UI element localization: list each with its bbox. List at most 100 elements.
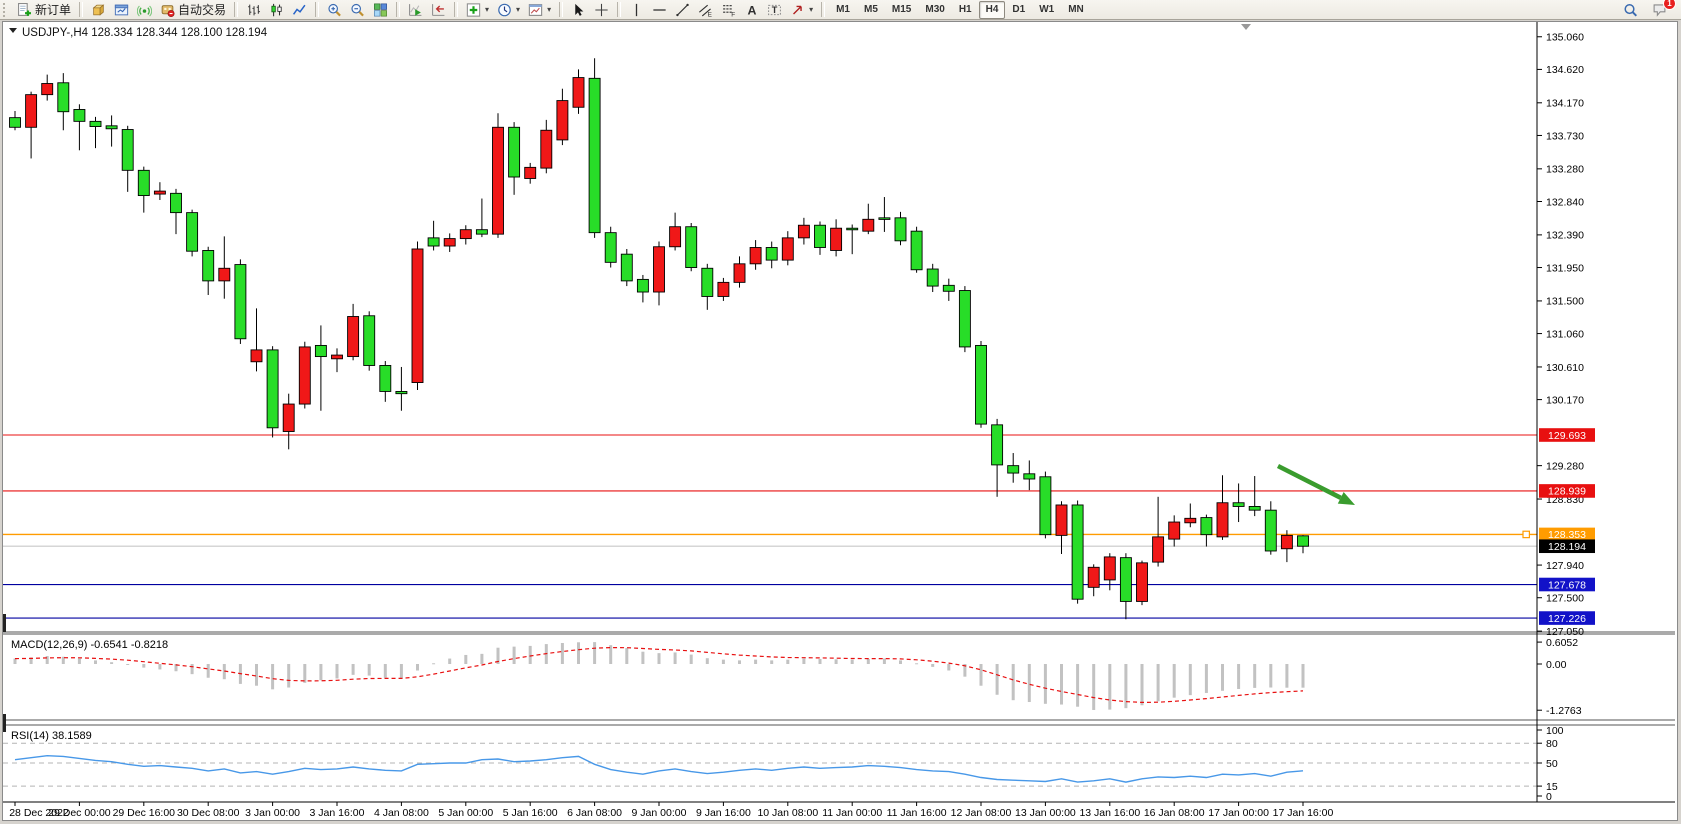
price-tick-label: 129.280	[1546, 460, 1584, 472]
candle-body	[1039, 476, 1052, 536]
price-label: 128.939	[1548, 486, 1586, 498]
candle-body	[1152, 536, 1165, 563]
toolbar-text-button[interactable]: A	[740, 0, 763, 19]
macd-bar	[1027, 664, 1031, 703]
time-tick-label: 13 Jan 00:00	[1015, 807, 1076, 818]
toolbar-data-window-button[interactable]	[110, 0, 133, 19]
trend-arrow-head[interactable]	[1337, 491, 1355, 505]
chart-window[interactable]: USDJPY-,H4 128.334 128.344 128.100 128.1…	[2, 21, 1678, 821]
chart-background	[3, 22, 1675, 818]
macd-pane: MACD(12,26,9) -0.6541 -0.8218	[11, 639, 1305, 710]
candle-body	[73, 109, 86, 122]
candle-body	[1136, 562, 1148, 602]
toolbar-periods-button[interactable]: ▾	[493, 0, 524, 19]
candle-body	[105, 125, 118, 130]
macd-bar	[77, 658, 81, 664]
toolbar-zoom-in-button[interactable]	[323, 0, 346, 19]
toolbar-chat-button[interactable]: 1	[1648, 0, 1676, 19]
pane-resize-grip[interactable]	[3, 614, 6, 632]
price-tick-label: 131.060	[1546, 328, 1584, 340]
toolbar-candlestick-chart-button[interactable]	[265, 0, 288, 19]
price-tick-label: 130.170	[1546, 394, 1584, 406]
price-tick-label: 133.280	[1546, 164, 1584, 176]
price-label: 128.353	[1548, 529, 1586, 541]
toolbar-templates-button[interactable]: ▾	[524, 0, 555, 19]
candle-body	[781, 237, 794, 261]
candle-body	[830, 227, 843, 251]
chevron-down-icon[interactable]: ▾	[547, 5, 552, 14]
timeframe-h4-button[interactable]: H4	[978, 0, 1006, 19]
candle-body	[266, 349, 279, 429]
trend-arrow[interactable]	[1276, 463, 1342, 500]
toolbar-auto-scroll-button[interactable]	[404, 0, 427, 19]
hline-handle[interactable]	[1522, 530, 1531, 539]
macd-bar	[866, 658, 870, 664]
toolbar-equidistant-channel-button[interactable]: E	[694, 0, 717, 19]
timeframe-d1-button[interactable]: D1	[1012, 3, 1026, 15]
toolbar-fibonacci-button[interactable]: F	[717, 0, 740, 19]
toolbar-indicators-button[interactable]: ▾	[462, 0, 493, 19]
macd-bar	[399, 664, 403, 679]
macd-bar	[770, 660, 774, 664]
symbol-dropdown-icon[interactable]	[9, 28, 17, 33]
toolbar-tile-windows-button[interactable]	[369, 0, 392, 19]
timeframe-m15-button[interactable]: M15	[891, 3, 912, 15]
equidistant-channel-icon: E	[698, 3, 713, 17]
macd-bar	[1253, 664, 1257, 688]
candle-body	[170, 192, 182, 214]
timeframe-mn-button[interactable]: MN	[1068, 3, 1084, 15]
toolbar-auto-trading-button[interactable]: 自动交易	[156, 0, 230, 19]
macd-bar	[818, 658, 822, 664]
toolbar-trendline-button[interactable]	[671, 0, 694, 19]
macd-bar	[1301, 664, 1305, 688]
time-tick-label: 28 Dec 2022	[9, 807, 69, 818]
time-tick-label: 10 Jan 08:00	[757, 807, 818, 818]
toolbar-grip[interactable]	[3, 2, 10, 17]
timeframe-m5-button[interactable]: M5	[864, 3, 878, 15]
toolbar-search-button[interactable]	[1619, 0, 1642, 19]
candle-body	[57, 82, 70, 113]
chevron-down-icon[interactable]: ▾	[809, 5, 814, 14]
toolbar-zoom-out-button[interactable]	[346, 0, 369, 19]
timeframe-h1-button[interactable]: H1	[958, 3, 972, 15]
candle-body	[588, 77, 601, 234]
toolbar-cursor-button[interactable]	[567, 0, 590, 19]
candle-body	[1168, 521, 1181, 540]
chevron-down-icon[interactable]: ▾	[516, 5, 521, 14]
time-tick-label: 11 Jan 16:00	[887, 807, 947, 818]
price-tick-label: 131.950	[1546, 262, 1584, 274]
toolbar-market-watch-button[interactable]	[87, 0, 110, 19]
signal-icon	[137, 3, 153, 17]
candle-body	[717, 281, 730, 297]
toolbar-chart-shift-button[interactable]	[427, 0, 450, 19]
timeframe-w1-button[interactable]: W1	[1039, 3, 1055, 15]
macd-bar	[915, 663, 919, 665]
macd-bar	[206, 664, 210, 678]
toolbar-text-label-button[interactable]: T	[763, 0, 786, 19]
macd-bar	[1156, 664, 1160, 702]
time-tick-label: 5 Jan 00:00	[438, 807, 493, 818]
macd-bar	[448, 658, 452, 664]
toolbar-horizontal-line-button[interactable]	[648, 0, 671, 19]
toolbar-vertical-line-button[interactable]	[625, 0, 648, 19]
candle-body	[1264, 509, 1277, 552]
toolbar-crosshair-button[interactable]	[590, 0, 613, 19]
price-chart[interactable]: USDJPY-,H4 128.334 128.344 128.100 128.1…	[3, 22, 1675, 818]
chart-shift-marker[interactable]	[1241, 24, 1251, 30]
candles-layer	[9, 58, 1309, 620]
macd-bar	[432, 663, 436, 665]
toolbar-ohlc-bars-button[interactable]	[242, 0, 265, 19]
time-tick-label: 16 Jan 08:00	[1144, 807, 1205, 818]
timeframe-m1-button[interactable]: M1	[836, 3, 850, 15]
toolbar-new-order-button[interactable]: 新订单	[13, 0, 75, 19]
toolbar-arrows-button[interactable]: ▾	[786, 0, 817, 19]
candle-body	[1087, 566, 1100, 588]
toolbar-separator	[396, 2, 401, 17]
chevron-down-icon[interactable]: ▾	[485, 5, 490, 14]
toolbar-signal-button[interactable]	[133, 0, 156, 19]
timeframe-m30-button[interactable]: M30	[925, 3, 945, 15]
toolbar-line-chart-button[interactable]	[288, 0, 311, 19]
macd-bar	[1092, 664, 1096, 710]
pane-resize-grip[interactable]	[3, 714, 6, 732]
